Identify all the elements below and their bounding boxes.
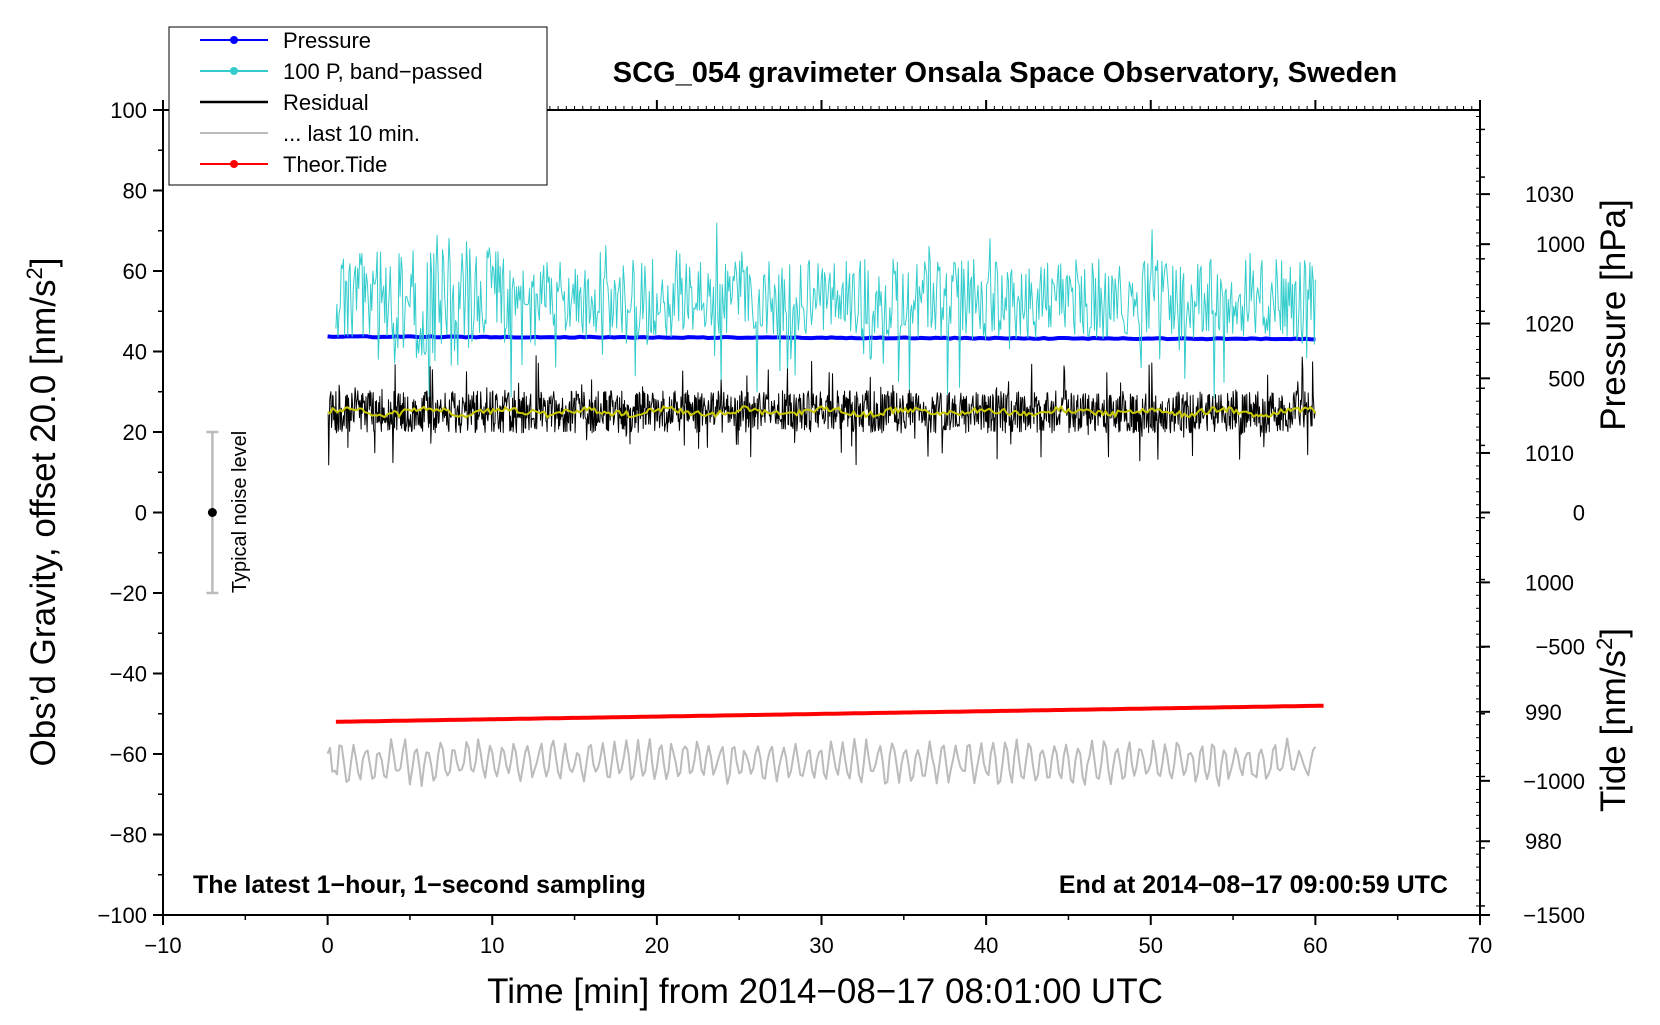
series-residual — [327, 355, 1316, 466]
y-axis-label-tide: Tide [nm/s2] — [1592, 628, 1633, 812]
legend-marker — [230, 160, 238, 168]
y-left-tick-label: 40 — [123, 340, 147, 365]
series-group — [326, 222, 1324, 788]
legend-box — [168, 26, 548, 186]
x-tick-label: 10 — [480, 933, 504, 958]
y-pressure-tick-label: 1010 — [1525, 441, 1574, 466]
x-tick-label: 60 — [1303, 933, 1327, 958]
legend-label: ... last 10 min. — [283, 121, 420, 146]
y-left-tick-label: −80 — [110, 823, 147, 848]
y-tide-tick-label: −500 — [1535, 635, 1585, 660]
y-tide-tick-label: −1500 — [1523, 903, 1585, 928]
y-pressure-tick-label: 1030 — [1525, 182, 1574, 207]
legend-label: Residual — [283, 90, 369, 115]
legend-label: Theor.Tide — [283, 152, 387, 177]
y-left-tick-label: 80 — [123, 179, 147, 204]
y-pressure-tick-label: 1020 — [1525, 312, 1574, 337]
series-theor-tide — [335, 703, 1324, 724]
series-pressure — [327, 334, 1316, 342]
y-left-tick-label: 0 — [135, 501, 147, 526]
chart-title: SCG_054 gravimeter Onsala Space Observat… — [613, 57, 1397, 89]
y-tide-tick-label: 1000 — [1536, 232, 1585, 257]
y-left-tick-label: 100 — [110, 98, 147, 123]
x-ticks: −10 0 10 20 30 40 50 60 70 — [144, 100, 1492, 958]
y-tide-tick-label: −1000 — [1523, 769, 1585, 794]
annotation-sampling: The latest 1−hour, 1−second sampling — [193, 871, 646, 899]
y-left-tick-label: −40 — [110, 662, 147, 687]
x-tick-label: 30 — [809, 933, 833, 958]
y-pressure-tick-label: 1000 — [1525, 570, 1574, 595]
y-pressure-tick-label: 980 — [1525, 829, 1562, 854]
plot-frame — [162, 109, 1481, 916]
y-tide-tick-label: 0 — [1573, 501, 1585, 526]
y-left-tick-label: 60 — [123, 259, 147, 284]
series-residual-smoothed — [327, 405, 1317, 419]
y-left-tick-label: −60 — [110, 742, 147, 767]
legend-entries: Pressure 100 P, band−passed Residual ... la… — [200, 28, 483, 177]
x-axis-label: Time [min] from 2014−08−17 08:01:00 UTC — [487, 972, 1163, 1011]
y-axis-label-pressure: Pressure [hPa] — [1594, 199, 1633, 431]
y-tide-tick-label: 500 — [1548, 366, 1585, 391]
noise-level-group — [206, 430, 219, 595]
noise-level-label: Typical noise level — [229, 431, 251, 593]
y-axis-label-left: Obs’d Gravity, offset 20.0 [nm/s2] — [22, 258, 63, 767]
noise-bar-center — [207, 508, 217, 517]
y-left-ticks: 100 80 60 40 20 0 −20 −40 −60 −80 −100 — [97, 98, 163, 928]
legend-label: Pressure — [283, 28, 371, 53]
y-pressure-tick-label: 990 — [1525, 700, 1562, 725]
legend-marker — [230, 36, 238, 44]
annotation-end-time: End at 2014−08−17 09:00:59 UTC — [1059, 871, 1448, 899]
legend-marker — [230, 67, 238, 75]
x-tick-label: 50 — [1139, 933, 1163, 958]
series-last-10-min — [326, 737, 1317, 788]
x-tick-label: −10 — [144, 933, 181, 958]
x-tick-label: 70 — [1468, 933, 1492, 958]
series-100-p-band-passed — [335, 222, 1316, 413]
x-tick-label: 0 — [322, 933, 334, 958]
y-left-tick-label: 20 — [123, 420, 147, 445]
x-tick-label: 40 — [974, 933, 998, 958]
legend: Pressure 100 P, band−passed Residual ... la… — [168, 26, 548, 186]
y-tide-ticks: 1000 500 0 −500 −1000 −1500 — [1480, 176, 1585, 928]
x-tick-label: 20 — [645, 933, 669, 958]
y-left-tick-label: −20 — [110, 581, 147, 606]
legend-label: 100 P, band−passed — [283, 59, 483, 84]
y-pressure-ticks: 1030 1020 1010 1000 990 980 — [1476, 115, 1574, 907]
y-left-tick-label: −100 — [97, 903, 147, 928]
